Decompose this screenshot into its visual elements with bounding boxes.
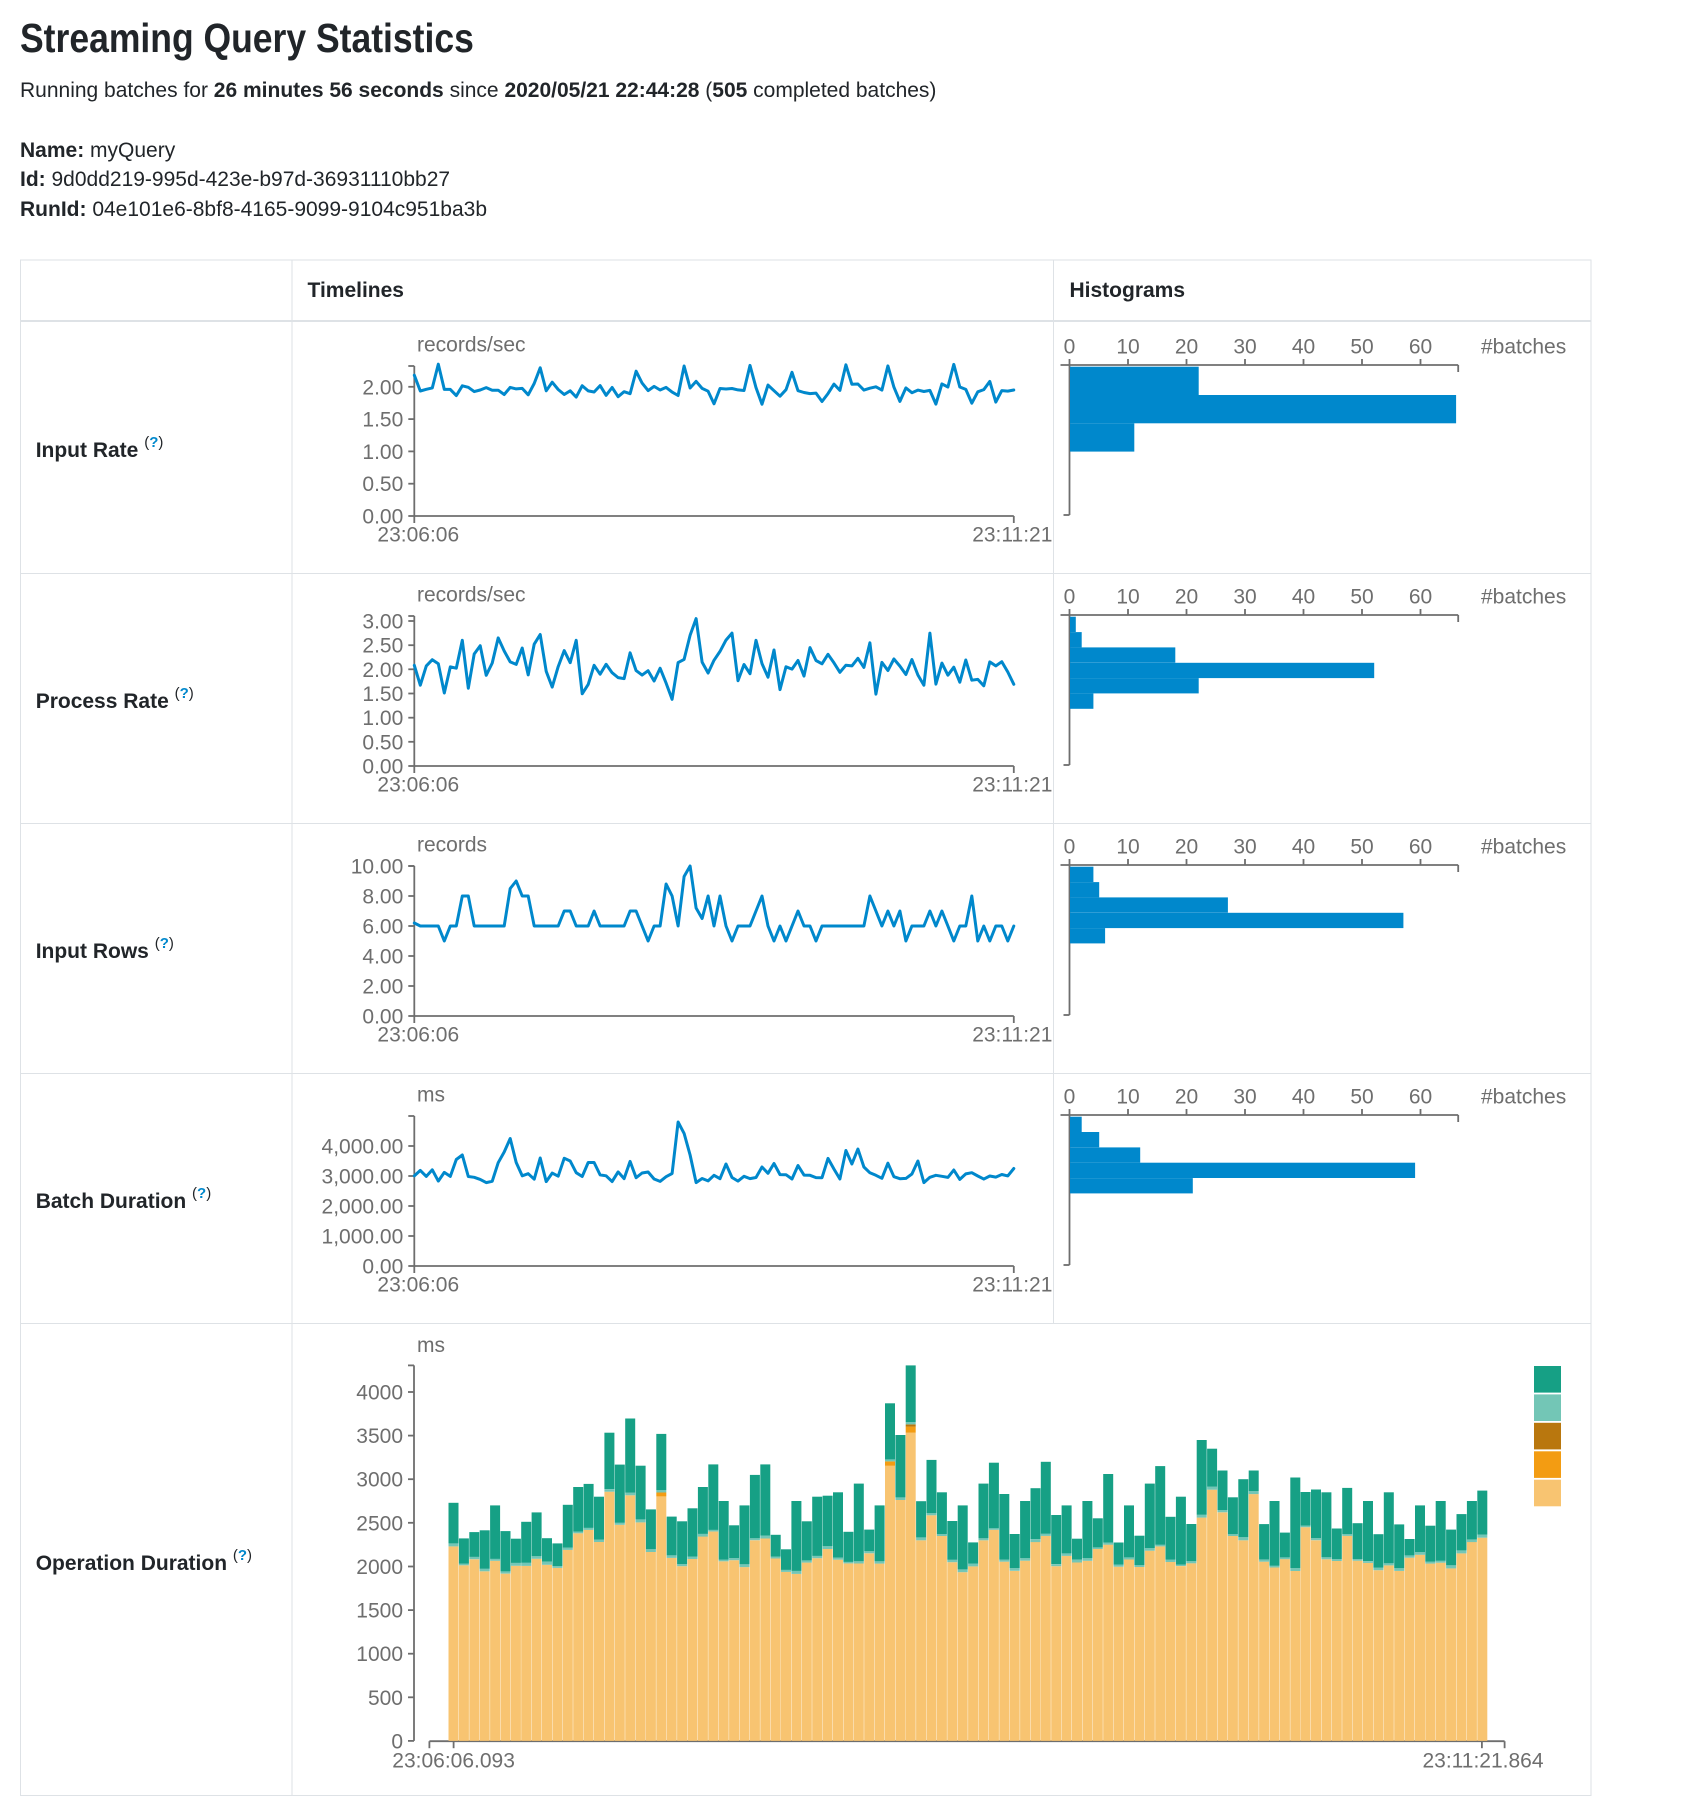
svg-text:0.50: 0.50 (362, 473, 403, 496)
svg-text:0.50: 0.50 (362, 731, 403, 754)
svg-text:4000: 4000 (356, 1382, 403, 1405)
svg-text:ms: ms (417, 1084, 445, 1107)
svg-text:20: 20 (1175, 836, 1198, 859)
svg-text:23:11:21: 23:11:21 (972, 1024, 1052, 1047)
svg-text:30: 30 (1233, 1086, 1256, 1109)
svg-text:40: 40 (1292, 586, 1315, 609)
svg-text:30: 30 (1233, 586, 1256, 609)
svg-text:1.50: 1.50 (362, 683, 403, 706)
svg-text:1.00: 1.00 (362, 707, 403, 730)
svg-text:0: 0 (1064, 1086, 1076, 1109)
svg-text:4,000.00: 4,000.00 (322, 1136, 404, 1159)
svg-text:records/sec: records/sec (417, 584, 526, 607)
svg-text:23:11:21.864: 23:11:21.864 (1422, 1750, 1543, 1773)
svg-text:2.00: 2.00 (362, 376, 403, 399)
svg-text:0: 0 (1064, 336, 1076, 359)
svg-text:2.00: 2.00 (362, 976, 403, 999)
svg-text:#batches: #batches (1481, 336, 1566, 359)
svg-text:8.00: 8.00 (362, 886, 403, 909)
svg-text:0: 0 (1064, 836, 1076, 859)
svg-text:10: 10 (1116, 586, 1139, 609)
svg-text:1.00: 1.00 (362, 441, 403, 464)
svg-text:20: 20 (1175, 1086, 1198, 1109)
svg-text:50: 50 (1350, 336, 1373, 359)
svg-text:23:06:06: 23:06:06 (377, 774, 459, 797)
svg-text:60: 60 (1409, 836, 1432, 859)
svg-text:23:06:06.093: 23:06:06.093 (392, 1750, 515, 1773)
svg-text:0.00: 0.00 (362, 506, 403, 529)
svg-text:3,000.00: 3,000.00 (322, 1166, 404, 1189)
svg-text:0.00: 0.00 (362, 1256, 403, 1279)
svg-text:records: records (417, 834, 487, 857)
svg-text:3500: 3500 (356, 1425, 403, 1448)
svg-text:#batches: #batches (1481, 586, 1566, 609)
svg-text:23:06:06: 23:06:06 (377, 1024, 459, 1047)
svg-text:50: 50 (1350, 586, 1373, 609)
svg-text:60: 60 (1409, 586, 1432, 609)
svg-text:40: 40 (1292, 836, 1315, 859)
svg-text:4.00: 4.00 (362, 946, 403, 969)
svg-text:40: 40 (1292, 336, 1315, 359)
svg-text:#batches: #batches (1481, 1086, 1566, 1109)
svg-text:0.00: 0.00 (362, 756, 403, 779)
svg-text:2.50: 2.50 (362, 635, 403, 658)
svg-text:60: 60 (1409, 1086, 1432, 1109)
svg-text:3.00: 3.00 (362, 611, 403, 634)
svg-text:23:11:21: 23:11:21 (972, 524, 1052, 547)
svg-text:ms: ms (417, 1334, 445, 1357)
svg-text:40: 40 (1292, 1086, 1315, 1109)
svg-text:23:11:21: 23:11:21 (972, 774, 1052, 797)
svg-text:20: 20 (1175, 586, 1198, 609)
svg-text:50: 50 (1350, 1086, 1373, 1109)
svg-text:10: 10 (1116, 336, 1139, 359)
svg-text:30: 30 (1233, 336, 1256, 359)
svg-text:1.50: 1.50 (362, 409, 403, 432)
svg-text:23:06:06: 23:06:06 (377, 524, 459, 547)
svg-text:6.00: 6.00 (362, 916, 403, 939)
svg-text:10.00: 10.00 (351, 856, 404, 879)
svg-text:1000: 1000 (356, 1643, 403, 1666)
svg-text:2.00: 2.00 (362, 659, 403, 682)
svg-text:23:11:21: 23:11:21 (972, 1274, 1052, 1297)
svg-text:10: 10 (1116, 1086, 1139, 1109)
svg-text:#batches: #batches (1481, 836, 1566, 859)
svg-text:3000: 3000 (356, 1469, 403, 1492)
svg-text:records/sec: records/sec (417, 334, 526, 357)
svg-text:20: 20 (1175, 336, 1198, 359)
svg-text:23:06:06: 23:06:06 (377, 1274, 459, 1297)
svg-text:2500: 2500 (356, 1512, 403, 1535)
svg-text:0: 0 (391, 1730, 403, 1753)
svg-text:50: 50 (1350, 836, 1373, 859)
svg-text:0: 0 (1064, 586, 1076, 609)
svg-text:60: 60 (1409, 336, 1432, 359)
svg-text:2,000.00: 2,000.00 (322, 1196, 404, 1219)
svg-text:1500: 1500 (356, 1600, 403, 1623)
svg-text:1,000.00: 1,000.00 (322, 1226, 404, 1249)
svg-text:500: 500 (368, 1687, 403, 1710)
svg-text:0.00: 0.00 (362, 1006, 403, 1029)
svg-text:30: 30 (1233, 836, 1256, 859)
svg-text:2000: 2000 (356, 1556, 403, 1579)
svg-text:10: 10 (1116, 836, 1139, 859)
